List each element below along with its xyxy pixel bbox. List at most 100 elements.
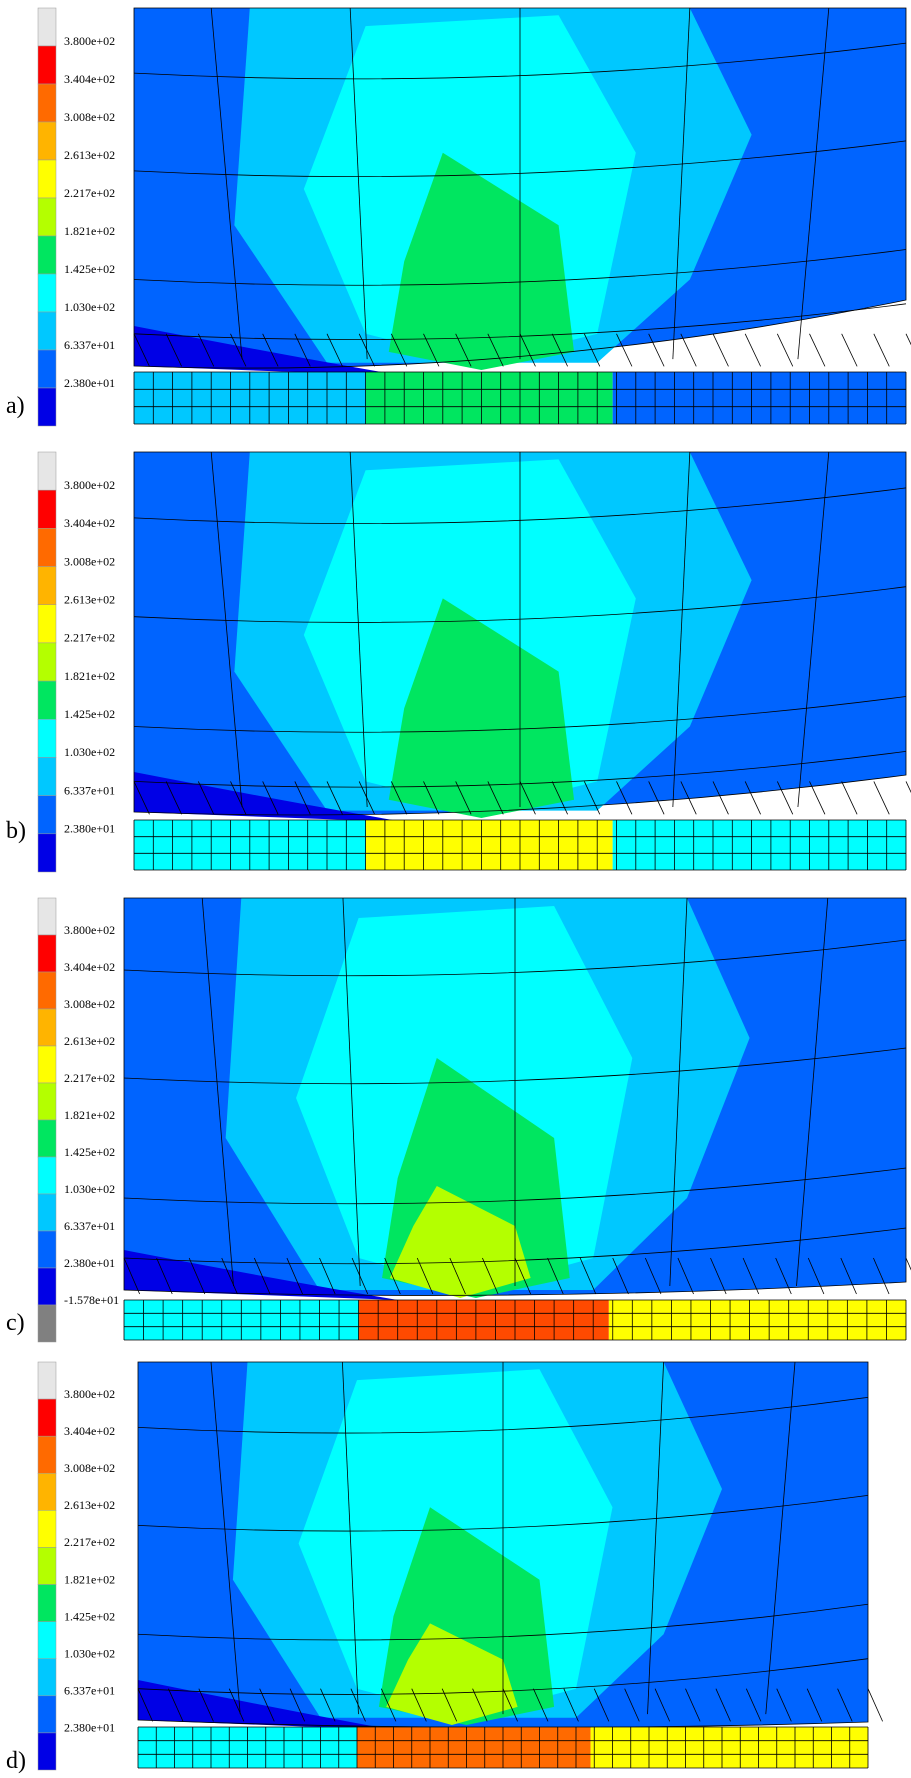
- mesh-line: [906, 334, 911, 367]
- plate-region: [613, 372, 906, 424]
- mesh-line: [868, 1689, 883, 1722]
- plate-region: [613, 820, 906, 870]
- legend-label: 2.380e+01: [64, 1256, 115, 1270]
- legend-swatch: [38, 1268, 56, 1305]
- legend-swatch: [38, 567, 56, 605]
- panel-label: d): [6, 1748, 26, 1774]
- legend-label: 3.008e+02: [64, 554, 115, 568]
- legend-swatch: [38, 834, 56, 872]
- legend-label: 1.821e+02: [64, 669, 115, 683]
- legend-swatch: [38, 972, 56, 1009]
- legend-swatch: [38, 1585, 56, 1622]
- mesh-line: [906, 1258, 911, 1294]
- legend-swatch: [38, 1510, 56, 1547]
- legend-label: 1.030e+02: [64, 300, 115, 314]
- legend-label: 1.425e+02: [64, 1145, 115, 1159]
- legend-label: 1.821e+02: [64, 224, 115, 238]
- legend-swatch: [38, 643, 56, 681]
- legend-swatch: [38, 1547, 56, 1584]
- figure: 3.800e+02 3.404e+02 3.008e+02 2.613e+02 2.21…: [0, 0, 911, 1778]
- plate-region: [359, 1300, 609, 1340]
- plate-region: [609, 1300, 906, 1340]
- legend-swatch: [38, 796, 56, 834]
- legend-label: 6.337e+01: [64, 783, 115, 797]
- legend-label: 2.613e+02: [64, 1034, 115, 1048]
- legend-swatch: [38, 1733, 56, 1770]
- legend-label: 2.613e+02: [64, 1498, 115, 1512]
- legend-swatch: [38, 898, 56, 935]
- legend-swatch: [38, 1009, 56, 1046]
- legend-label: 1.425e+02: [64, 707, 115, 721]
- legend-label: 2.217e+02: [64, 1535, 115, 1549]
- legend-swatch: [38, 1305, 56, 1342]
- legend-label: 2.380e+01: [64, 376, 115, 390]
- mesh-line: [842, 781, 857, 814]
- legend-label: 3.404e+02: [64, 72, 115, 86]
- legend-label: 3.800e+02: [64, 923, 115, 937]
- legend-swatch: [38, 1194, 56, 1231]
- legend-label: 6.337e+01: [64, 1684, 115, 1698]
- mesh-line: [874, 781, 889, 814]
- legend-label: 3.800e+02: [64, 1387, 115, 1401]
- legend-swatch: [38, 350, 56, 388]
- legend-label: 3.008e+02: [64, 997, 115, 1011]
- legend-swatch: [38, 1083, 56, 1120]
- legend-swatch: [38, 719, 56, 757]
- legend-label: 2.380e+01: [64, 1721, 115, 1735]
- legend-swatch: [38, 122, 56, 160]
- mesh-line: [713, 334, 728, 367]
- plate-region: [357, 1727, 591, 1768]
- legend-label: 3.800e+02: [64, 34, 115, 48]
- legend-label: 2.380e+01: [64, 822, 115, 836]
- legend-swatch: [38, 1473, 56, 1510]
- panel: 3.800e+023.404e+023.008e+022.613e+022.21…: [6, 452, 911, 872]
- legend-label: 2.217e+02: [64, 631, 115, 645]
- legend-swatch: [38, 46, 56, 84]
- legend-swatch: [38, 1046, 56, 1083]
- legend-swatch: [38, 198, 56, 236]
- plate-region: [366, 820, 613, 870]
- legend-label: 3.008e+02: [64, 110, 115, 124]
- legend-swatch: [38, 8, 56, 46]
- legend-label: 2.613e+02: [64, 148, 115, 162]
- panel: 3.800e+02 3.404e+02 3.008e+02 2.613e+02 2.21…: [6, 8, 911, 426]
- panel: 3.800e+02 3.404e+02 3.008e+02 2.613e+02 2.21…: [6, 898, 911, 1342]
- legend-label: 1.821e+02: [64, 1108, 115, 1122]
- mesh-line: [745, 334, 760, 367]
- legend-swatch: [38, 312, 56, 350]
- legend-label: 3.404e+02: [64, 1424, 115, 1438]
- legend-label: 1.030e+02: [64, 1182, 115, 1196]
- legend-label: 6.337e+01: [64, 338, 115, 352]
- panel: 3.800e+023.404e+023.008e+022.613e+022.21…: [6, 1362, 883, 1774]
- mesh-line: [777, 334, 792, 367]
- panel-label: b): [6, 818, 26, 844]
- legend-swatch: [38, 1120, 56, 1157]
- mesh-line: [874, 334, 889, 367]
- legend-swatch: [38, 84, 56, 122]
- legend-label: 1.030e+02: [64, 1646, 115, 1660]
- legend-swatch: [38, 681, 56, 719]
- plate-region: [591, 1727, 868, 1768]
- legend-swatch: [38, 1231, 56, 1268]
- legend-swatch: [38, 1157, 56, 1194]
- legend-label: 1.030e+02: [64, 745, 115, 759]
- legend-swatch: [38, 236, 56, 274]
- legend-label: 2.613e+02: [64, 592, 115, 606]
- legend-swatch: [38, 1436, 56, 1473]
- legend-label: 2.217e+02: [64, 186, 115, 200]
- legend-label: -1.578e+01: [64, 1293, 119, 1307]
- legend-label: 1.425e+02: [64, 1609, 115, 1623]
- plate-region: [366, 372, 613, 424]
- panel-label: c): [6, 1310, 25, 1336]
- legend-label: 1.821e+02: [64, 1572, 115, 1586]
- mesh-line: [842, 334, 857, 367]
- legend-swatch: [38, 1622, 56, 1659]
- legend-swatch: [38, 1696, 56, 1733]
- legend-label: 2.217e+02: [64, 1071, 115, 1085]
- legend-swatch: [38, 1362, 56, 1399]
- legend-label: 3.404e+02: [64, 516, 115, 530]
- legend-swatch: [38, 1659, 56, 1696]
- legend-label: 3.404e+02: [64, 960, 115, 974]
- panel-label: a): [6, 393, 25, 419]
- mesh-line: [810, 334, 825, 367]
